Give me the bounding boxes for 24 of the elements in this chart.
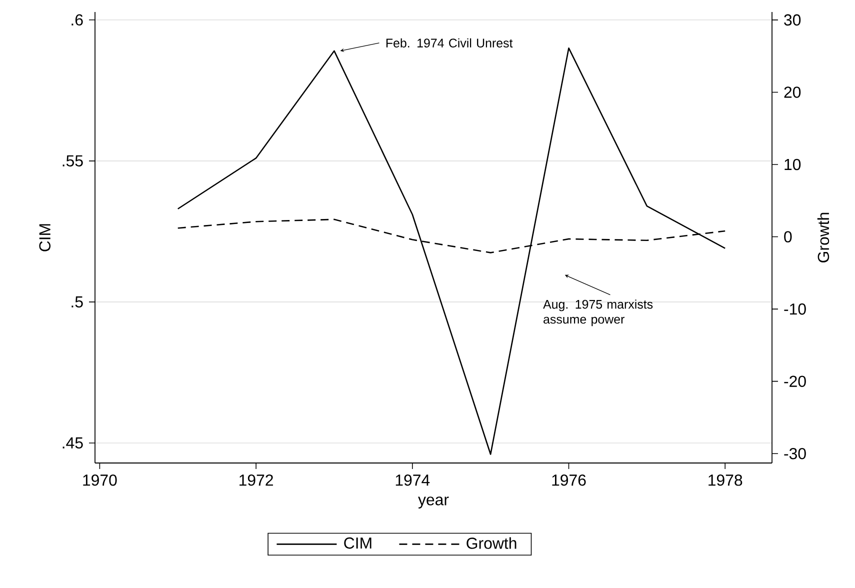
y-tick-label: .6 [72, 14, 83, 26]
y-tick-label: .45 [62, 437, 83, 449]
x-tick-label: 1974 [396, 474, 430, 486]
y-tick-label: .55 [62, 155, 83, 166]
x-tick-label: 1978 [708, 474, 742, 486]
x-tick-label: 1976 [552, 474, 586, 486]
y2-tick-label: -20 [784, 376, 806, 387]
legend-label: Growth [466, 537, 516, 549]
annotation: Feb. 1974 Civil Unrest [386, 38, 513, 48]
y-tick-label: .5 [72, 296, 83, 308]
y2-axis-title: Growth [817, 212, 830, 262]
x-axis-title: year [418, 496, 449, 509]
y2-tick-label: -10 [784, 303, 806, 315]
y2-tick-label: 20 [784, 86, 801, 98]
y2-tick-label: 10 [784, 158, 801, 170]
y2-tick-label: 30 [784, 14, 801, 26]
annotation: Aug. 1975 marxists assume power [543, 300, 653, 326]
line-series [177, 47, 726, 455]
x-tick-label: 1970 [83, 474, 117, 486]
y2-tick-label: -30 [784, 448, 806, 460]
legend-label: CIM [344, 537, 372, 549]
y-axis-title: CIM [39, 224, 51, 252]
x-tick-label: 1972 [240, 474, 273, 486]
y2-tick-label: 0 [784, 231, 792, 242]
